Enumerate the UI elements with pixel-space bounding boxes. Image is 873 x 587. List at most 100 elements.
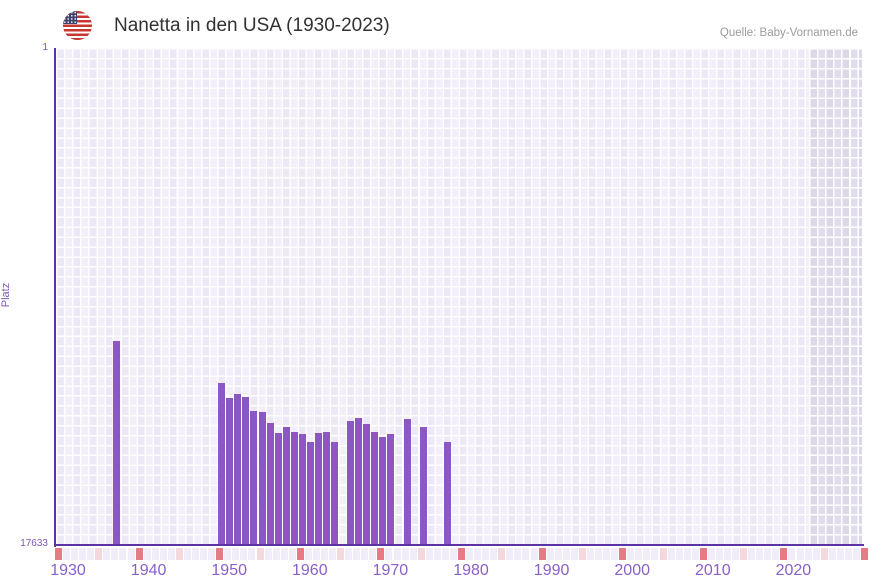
bar-1973[interactable] (403, 419, 411, 544)
year-strip-cell-2016 (748, 548, 756, 560)
year-strip-cell-1938 (119, 548, 127, 560)
year-strip-cell-1998 (603, 548, 611, 560)
year-strip-cell-1992 (554, 548, 562, 560)
year-strip-cell-2007 (675, 548, 683, 560)
year-strip-cell-2019 (772, 548, 780, 560)
year-strip-cell-2020 (780, 548, 788, 560)
year-strip-cell-1993 (562, 548, 570, 560)
bar-1978[interactable] (443, 442, 451, 544)
bar-1961[interactable] (306, 441, 314, 544)
year-strip-cell-1953 (240, 548, 248, 560)
year-strip-cell-1942 (151, 548, 159, 560)
source-credit: Quelle: Baby-Vornamen.de (719, 27, 858, 39)
bar-1958[interactable] (282, 427, 290, 544)
year-strip-cell-2002 (635, 548, 643, 560)
year-strip-cell-1975 (417, 548, 425, 560)
bar-1964[interactable] (331, 442, 339, 544)
bar-1952[interactable] (234, 394, 242, 544)
year-strip-cell-1957 (272, 548, 280, 560)
x-axis-line (54, 544, 864, 546)
year-strip-cell-2010 (699, 548, 707, 560)
bar-1966[interactable] (347, 420, 355, 544)
year-strip-cell-2009 (691, 548, 699, 560)
bar-1969[interactable] (371, 431, 379, 544)
year-strip-cell-2004 (651, 548, 659, 560)
y-tick-label-bottom: 17633 (20, 538, 48, 549)
year-strip-cell-1932 (71, 548, 79, 560)
year-strip-cell-1996 (586, 548, 594, 560)
bar-1975[interactable] (419, 426, 427, 544)
y-axis-title: Platz (0, 282, 12, 308)
year-strip-cell-1982 (474, 548, 482, 560)
year-strip-cell-1980 (458, 548, 465, 560)
bar-1950[interactable] (218, 383, 226, 544)
year-strip-cell-1946 (183, 548, 191, 560)
year-strip-cell-2015 (740, 548, 748, 560)
year-strip-cell-1941 (143, 548, 151, 560)
bar-1963[interactable] (322, 431, 330, 544)
year-strip-cell-1997 (595, 548, 603, 560)
year-strip-cell-2013 (723, 548, 731, 560)
y-tick-label-top: 1 (42, 42, 48, 53)
year-strip-cell-1988 (522, 548, 530, 560)
year-strip-cell-1961 (304, 548, 312, 560)
bar-1970[interactable] (379, 437, 387, 544)
year-strip-cell-2003 (643, 548, 651, 560)
year-strip-cell-2025 (820, 548, 828, 560)
year-strip-cell-2022 (796, 548, 804, 560)
year-strip-cell-1985 (498, 548, 506, 560)
year-strip-cell-1989 (530, 548, 538, 560)
year-strip-cell-1948 (200, 548, 208, 560)
chart-title: Nanetta in den USA (1930-2023) (114, 15, 390, 36)
bar-1956[interactable] (266, 422, 274, 544)
year-strip-cell-1965 (337, 548, 345, 560)
year-strip-cell-1987 (514, 548, 522, 560)
year-strip-cell-1991 (546, 548, 554, 560)
bar-1959[interactable] (290, 432, 298, 544)
year-strip-cell-1962 (312, 548, 320, 560)
year-strip-cell-1986 (506, 548, 514, 560)
y-axis-line (54, 48, 56, 547)
bar-1937[interactable] (113, 340, 121, 544)
plot-area (56, 48, 862, 544)
year-strip-cell-1959 (288, 548, 296, 560)
bar-1967[interactable] (355, 417, 363, 544)
x-tick-label-1970: 1970 (372, 562, 409, 579)
year-strip-cell-2008 (683, 548, 691, 560)
bar-1953[interactable] (242, 397, 250, 544)
year-strip-cell-2030 (861, 548, 868, 560)
year-strip-cell-1934 (87, 548, 95, 560)
year-strip-cell-1964 (329, 548, 337, 560)
x-tick-label-1990: 1990 (533, 562, 570, 579)
bar-1951[interactable] (226, 398, 234, 544)
year-strip-cell-1944 (167, 548, 175, 560)
year-strip-cell-1949 (208, 548, 216, 560)
year-strip-cell-1999 (611, 548, 619, 560)
x-tick-label-2000: 2000 (614, 562, 650, 579)
year-strip-cell-1930 (55, 548, 62, 560)
year-strip-cell-1950 (216, 548, 224, 560)
bar-1968[interactable] (363, 424, 371, 544)
year-strip-cell-1984 (490, 548, 498, 560)
bar-1960[interactable] (298, 433, 306, 544)
bar-1954[interactable] (250, 411, 258, 544)
bar-1971[interactable] (387, 434, 395, 544)
x-tick-label-1930: 1930 (50, 562, 86, 579)
bar-1957[interactable] (274, 433, 282, 544)
year-strip-cell-1979 (449, 548, 457, 560)
year-strip-cell-1990 (538, 548, 546, 560)
x-tick-label-1960: 1960 (292, 562, 328, 579)
year-strip-cell-1976 (425, 548, 433, 560)
year-strip-cell-1981 (466, 548, 474, 560)
year-strip-cell-1973 (401, 548, 409, 560)
bar-1962[interactable] (314, 433, 322, 544)
year-strip-cell-1939 (127, 548, 135, 560)
year-strip-cell-1955 (256, 548, 264, 560)
year-strip-cell-2006 (667, 548, 675, 560)
year-strip-cell-1943 (159, 548, 167, 560)
bar-1955[interactable] (258, 411, 266, 544)
year-strip-cell-1966 (345, 548, 353, 560)
year-strip-cell-1956 (264, 548, 272, 560)
x-tick-label-1950: 1950 (211, 562, 247, 579)
us-flag-icon (63, 11, 92, 40)
